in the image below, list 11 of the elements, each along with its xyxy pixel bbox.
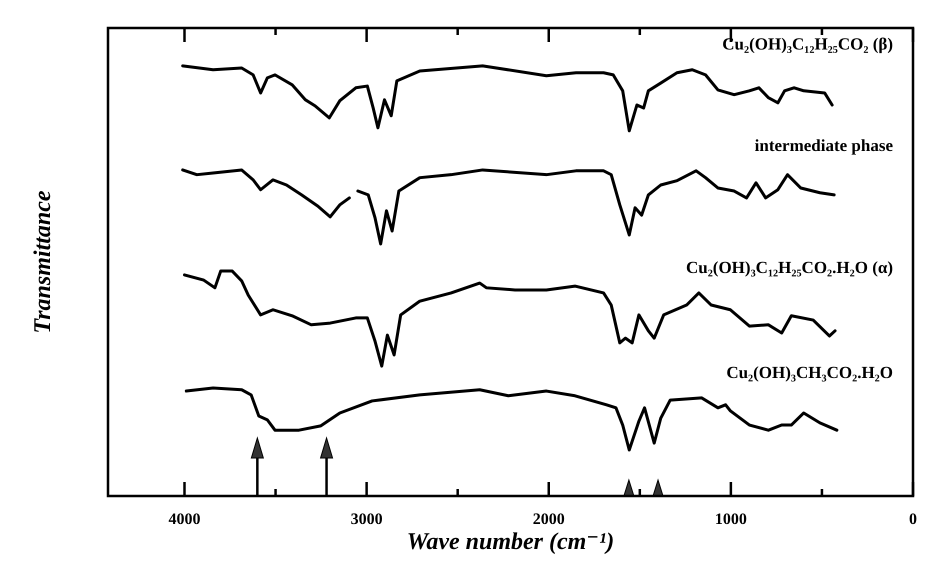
y-axis-title: Transmittance (30, 190, 56, 334)
x-tick-label: 1000 (714, 511, 747, 528)
x-tick-label: 0 (909, 511, 917, 528)
x-tick-label: 2000 (532, 511, 565, 528)
series-label: Cu₂(OH)₃C₁₂H₂₅CO₂.H₂O (α) (686, 258, 893, 277)
x-axis-title: Wave number (cm⁻¹) (406, 529, 614, 555)
x-tick-label: 4000 (168, 511, 200, 528)
x-tick-label: 3000 (350, 511, 383, 528)
series-label: intermediate phase (754, 136, 894, 155)
series-label: Cu₂(OH)₃CH₃CO₂.H₂O (726, 362, 893, 382)
legend-label: Cu₂(OH)₃C₁₂H₂₅CO₂ (β) (722, 34, 893, 54)
